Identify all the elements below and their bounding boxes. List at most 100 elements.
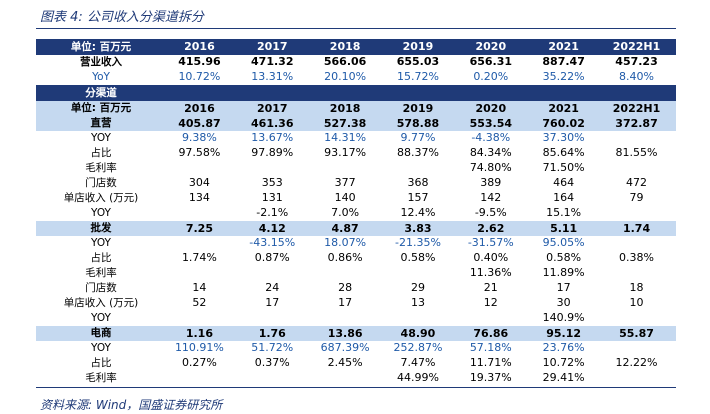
table-cell: 4.87 <box>311 220 385 237</box>
row-label: 单位: 百万元 <box>36 39 166 55</box>
channel-unit-row: 单位: 百万元 2016 2017 2018 2019 2020 2021 2022H1 <box>36 100 676 116</box>
table-cell: 71.50% <box>542 161 585 175</box>
table-cell <box>603 341 676 356</box>
table-cell: 95.05% <box>542 236 585 250</box>
ecommerce-detail-row: 占比 0.27% 0.37% 2.45% 7.47% 11.71% 10.72% 12.22% <box>36 356 676 371</box>
table-cell: 2.62 <box>457 220 531 237</box>
table-cell: 24 <box>265 280 280 294</box>
table-cell: 527.38 <box>311 115 385 132</box>
table-cell: 389 <box>480 176 502 190</box>
table-cell: 44.99% <box>396 371 439 384</box>
direct-detail-row: 门店数 304 353 377 368 389 464 472 <box>36 176 676 191</box>
table-cell: 10.72% <box>178 69 221 83</box>
empty-cell <box>238 84 312 101</box>
empty-cell <box>530 84 604 101</box>
table-cell <box>603 311 676 326</box>
table-cell: 405.87 <box>166 115 239 132</box>
table-cell: 687.39% <box>320 341 370 355</box>
empty-cell <box>603 84 676 101</box>
table-cell: 4.12 <box>238 220 312 237</box>
table-cell: 0.87% <box>254 251 290 265</box>
table-cell: 13.67% <box>251 131 294 145</box>
table-cell: 37.30% <box>542 131 585 145</box>
table-cell <box>312 161 385 176</box>
ecommerce-detail-row: YOY 110.91% 51.72% 687.39% 252.87% 57.18% 23.7… <box>36 341 676 356</box>
table-cell: 472 <box>626 176 648 190</box>
table-cell: 8.40% <box>619 69 654 83</box>
table-cell: 2022H1 <box>603 39 676 55</box>
table-cell: 0.58% <box>546 251 582 265</box>
table-cell: 0.37% <box>254 356 290 370</box>
table-cell: 7.47% <box>400 356 436 370</box>
row-label: 占比 <box>90 252 112 265</box>
table-cell: 7.0% <box>331 205 360 219</box>
row-label: 占比 <box>90 147 112 160</box>
title-rule <box>36 28 676 29</box>
row-label: 直营 <box>36 115 166 132</box>
row-label: 毛利率 <box>85 372 117 384</box>
row-label: YoY <box>92 70 110 83</box>
ecommerce-detail-row: 毛利率 44.99% 19.37% 29.41% <box>36 371 676 386</box>
table-cell: -21.35% <box>394 236 441 250</box>
table-cell: 461.36 <box>238 115 312 132</box>
table-cell <box>385 311 458 326</box>
table-cell: 464 <box>553 176 575 190</box>
table-cell: 23.76% <box>542 341 585 355</box>
table-cell: 2020 <box>457 100 531 116</box>
table-cell: 164 <box>553 190 575 204</box>
row-label: 门店数 <box>85 177 117 190</box>
table-cell <box>166 161 239 176</box>
revenue-row: 营业收入 415.96 471.32 566.06 655.03 656.31 887.47… <box>36 55 676 70</box>
wholesale-detail-row: 单店收入 (万元) 52 17 17 13 12 30 10 <box>36 296 676 311</box>
table-cell: 93.17% <box>324 146 367 160</box>
table-cell <box>166 311 239 326</box>
table-cell: 81.55% <box>615 146 658 160</box>
table-cell <box>603 161 676 176</box>
direct-detail-row: YOY 9.38% 13.67% 14.31% 9.77% -4.38% 37.30% <box>36 131 676 146</box>
table-cell <box>603 266 676 281</box>
wholesale-detail-row: 毛利率 11.36% 11.89% <box>36 266 676 281</box>
empty-cell <box>311 84 385 101</box>
table-cell: 2021 <box>530 39 604 55</box>
table-cell: 0.86% <box>327 251 363 265</box>
table-cell: 88.37% <box>396 146 439 160</box>
revenue-yoy-row: YoY 10.72% 13.31% 20.10% 15.72% 0.20% 35.22% 8.… <box>36 70 676 85</box>
table-cell: 2016 <box>166 100 239 116</box>
table-cell: -31.57% <box>467 236 514 250</box>
table-cell: 655.03 <box>396 55 440 68</box>
table-cell <box>166 371 239 386</box>
table-cell: 35.22% <box>542 69 585 83</box>
row-label: YOY <box>91 237 111 250</box>
table-cell: 13.86 <box>311 325 385 342</box>
row-label: 营业收入 <box>80 56 122 68</box>
wholesale-detail-row: 门店数 14 24 28 29 21 17 18 <box>36 281 676 296</box>
table-cell: 2019 <box>384 39 458 55</box>
table-cell: -2.1% <box>256 205 289 219</box>
table-cell <box>603 131 676 146</box>
table-cell: 9.38% <box>181 131 217 145</box>
table-cell: 0.58% <box>400 251 436 265</box>
row-label: YOY <box>91 311 111 324</box>
table-cell <box>457 311 530 326</box>
table-cell: 760.02 <box>530 115 604 132</box>
table-cell: 2016 <box>166 39 239 55</box>
table-cell: 9.77% <box>400 131 436 145</box>
table-cell: -43.15% <box>249 236 296 250</box>
bottom-rule <box>36 387 676 388</box>
table-cell: 457.23 <box>615 55 658 68</box>
table-cell <box>385 266 458 281</box>
table-cell: 97.58% <box>178 146 221 160</box>
table-cell <box>603 371 676 386</box>
revenue-channel-table: 单位: 百万元 2016 2017 2018 2019 2020 2021 2022H1 营业收… <box>36 39 676 386</box>
table-cell: 12.4% <box>400 205 436 219</box>
table-cell: 471.32 <box>251 55 294 68</box>
table-cell: 10 <box>629 295 644 309</box>
table-cell: 2017 <box>238 100 312 116</box>
table-cell: 2021 <box>530 100 604 116</box>
table-cell <box>239 266 312 281</box>
table-cell: 11.71% <box>469 356 512 370</box>
direct-detail-row: YOY -2.1% 7.0% 12.4% -9.5% 15.1% <box>36 206 676 221</box>
direct-total-row: 直营 405.87 461.36 527.38 578.88 553.54 760.02 37… <box>36 115 676 132</box>
table-cell: 13.31% <box>251 69 294 83</box>
table-cell: 85.64% <box>542 146 585 160</box>
